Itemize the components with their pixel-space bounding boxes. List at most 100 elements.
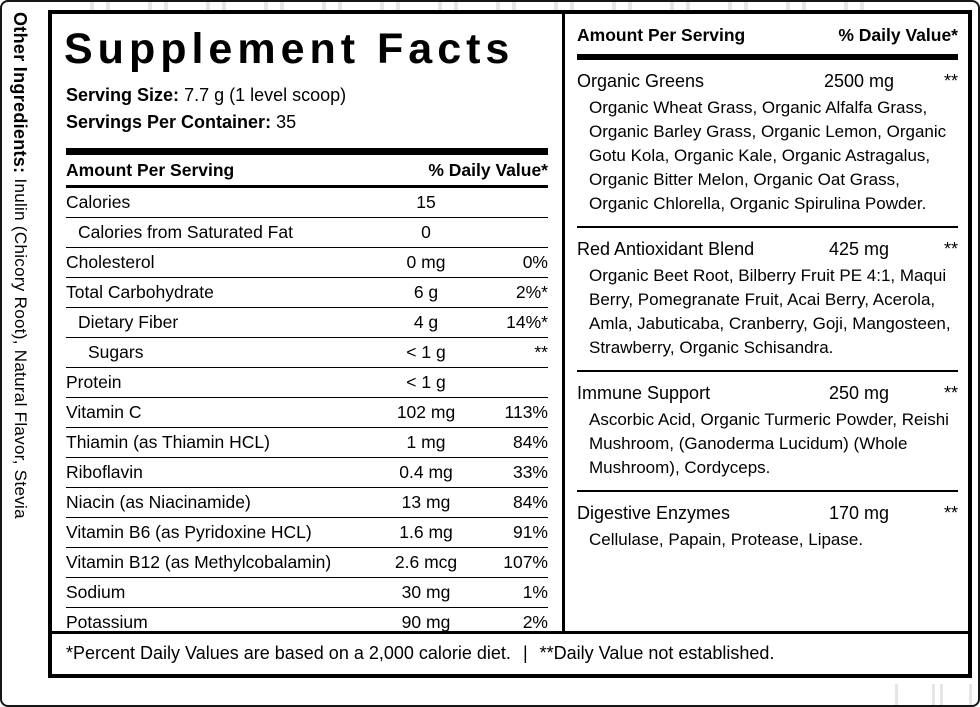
serving-size-label: Serving Size: (66, 85, 180, 105)
blend-dv: ** (943, 503, 958, 523)
thick-divider (66, 148, 548, 155)
nutrient-name: Dietary Fiber (78, 312, 179, 332)
nutrient-name: Vitamin B12 (as Methylcobalamin) (66, 552, 332, 572)
nutrient-name: Sugars (88, 342, 144, 362)
table-row: Calories from Saturated Fat 0 (66, 218, 548, 248)
blend-red-antioxidant: Red Antioxidant Blend 425 mg ** Organic … (577, 228, 958, 370)
nutrient-dv: 0% (522, 252, 548, 272)
table-row: Niacin (as Niacinamide) 13 mg 84% (66, 488, 548, 518)
table-row: Total Carbohydrate 6 g 2%* (66, 278, 548, 308)
panel-columns: Supplement Facts Serving Size: 7.7 g (1 … (52, 14, 968, 632)
nutrient-name: Thiamin (as Thiamin HCL) (66, 432, 270, 452)
blend-dv: ** (943, 239, 958, 259)
blend-ingredients: Cellulase, Papain, Protease, Lipase. (589, 530, 864, 549)
blend-name: Digestive Enzymes (577, 503, 731, 523)
section-divider (577, 490, 958, 492)
nutrient-name: Riboflavin (66, 462, 143, 482)
servings-label: Servings Per Container: (66, 112, 272, 132)
blend-header: Digestive Enzymes 170 mg ** (577, 500, 958, 526)
blend-ingredients: Ascorbic Acid, Organic Turmeric Powder, … (589, 410, 949, 477)
table-row: Riboflavin 0.4 mg 33% (66, 458, 548, 488)
table-row: Calories 15 (66, 188, 548, 218)
supplement-facts-panel: Supplement Facts Serving Size: 7.7 g (1 … (48, 10, 972, 678)
serving-size: Serving Size: 7.7 g (1 level scoop) (66, 82, 548, 109)
nutrient-amount: 1 mg (406, 432, 446, 452)
nutrient-name: Sodium (66, 582, 126, 602)
nutrient-amount: 6 g (413, 282, 439, 302)
table-row: Vitamin C 102 mg 113% (66, 398, 548, 428)
servings-per-container: Servings Per Container: 35 (66, 109, 548, 136)
blend-ingredients: Organic Wheat Grass, Organic Alfalfa Gra… (589, 98, 947, 213)
column-daily-value: % Daily Value* (838, 25, 958, 45)
nutrient-dv: ** (534, 342, 548, 362)
blend-ingredients: Organic Beet Root, Bilberry Fruit PE 4:1… (589, 266, 951, 357)
table-row: Protein < 1 g (66, 368, 548, 398)
blend-name: Organic Greens (577, 71, 705, 91)
table-row: Vitamin B12 (as Methylcobalamin) 2.6 mcg… (66, 548, 548, 578)
section-divider (577, 226, 958, 228)
section-divider (577, 370, 958, 372)
other-ingredients-value: Inulin (Chicory Root), Natural Flavor, S… (11, 178, 30, 519)
blend-amount: 2500 mg (823, 71, 895, 91)
nutrient-dv: 107% (503, 552, 548, 572)
blend-dv: ** (943, 71, 958, 91)
nutrient-amount: 0 (421, 222, 431, 242)
table-row: Thiamin (as Thiamin HCL) 1 mg 84% (66, 428, 548, 458)
table-row: Vitamin B6 (as Pyridoxine HCL) 1.6 mg 91… (66, 518, 548, 548)
nutrient-name: Potassium (66, 612, 148, 632)
nutrient-name: Total Carbohydrate (66, 282, 214, 302)
left-column: Supplement Facts Serving Size: 7.7 g (1 … (52, 14, 562, 632)
blend-name: Red Antioxidant Blend (577, 239, 755, 259)
nutrient-dv: 2%* (515, 282, 548, 302)
nutrient-dv: 14%* (506, 312, 548, 332)
column-amount-per-serving: Amount Per Serving (66, 160, 235, 180)
nutrient-dv: 91% (512, 522, 548, 542)
nutrient-amount: < 1 g (406, 342, 446, 362)
other-ingredients: Other Ingredients: Inulin (Chicory Root)… (9, 12, 30, 702)
nutrient-dv: 1% (522, 582, 548, 602)
footnote-separator: | (522, 643, 528, 663)
blend-amount: 170 mg (828, 503, 890, 523)
footnote: *Percent Daily Values are based on a 2,0… (52, 631, 968, 674)
nutrient-name: Cholesterol (66, 252, 155, 272)
blend-header: Red Antioxidant Blend 425 mg ** (577, 236, 958, 262)
table-row: Sodium 30 mg 1% (66, 578, 548, 608)
nutrient-dv: 84% (512, 492, 548, 512)
nutrient-name: Protein (66, 372, 122, 392)
nutrient-amount: 0.4 mg (399, 462, 453, 482)
nutrient-dv: 113% (504, 402, 548, 422)
blend-amount: 425 mg (828, 239, 890, 259)
blend-table-header: Amount Per Serving % Daily Value* (577, 18, 958, 54)
nutrient-amount: 102 mg (396, 402, 456, 422)
blend-header: Organic Greens 2500 mg ** (577, 68, 958, 94)
table-header: Amount Per Serving % Daily Value* (66, 155, 548, 188)
nutrient-name: Niacin (as Niacinamide) (66, 492, 251, 512)
blend-dv: ** (943, 383, 958, 403)
table-row: Sugars < 1 g ** (66, 338, 548, 368)
blend-amount: 250 mg (828, 383, 890, 403)
table-row: Cholesterol 0 mg 0% (66, 248, 548, 278)
nutrient-amount: 2.6 mcg (394, 552, 458, 572)
nutrient-name: Calories (66, 192, 131, 212)
footnote-daily-values: *Percent Daily Values are based on a 2,0… (66, 643, 511, 663)
serving-size-value: 7.7 g (1 level scoop) (184, 85, 347, 105)
nutrient-amount: 90 mg (401, 612, 451, 632)
blend-digestive-enzymes: Digestive Enzymes 170 mg ** Cellulase, P… (577, 492, 958, 562)
nutrient-name: Calories from Saturated Fat (78, 222, 293, 242)
column-daily-value: % Daily Value* (428, 160, 548, 180)
nutrient-amount: 1.6 mg (399, 522, 453, 542)
blend-immune-support: Immune Support 250 mg ** Ascorbic Acid, … (577, 372, 958, 490)
watermark-fragment (940, 684, 972, 705)
blend-header: Immune Support 250 mg ** (577, 380, 958, 406)
footnote-not-established: **Daily Value not established. (539, 643, 775, 663)
thick-divider (577, 54, 958, 60)
nutrient-amount: 13 mg (401, 492, 451, 512)
nutrient-amount: 4 g (413, 312, 439, 332)
nutrient-dv: 33% (512, 462, 548, 482)
panel-title: Supplement Facts (64, 25, 515, 73)
table-row: Dietary Fiber 4 g 14%* (66, 308, 548, 338)
table-row: Potassium 90 mg 2% (66, 608, 548, 637)
blend-organic-greens: Organic Greens 2500 mg ** Organic Wheat … (577, 60, 958, 226)
blend-name: Immune Support (577, 383, 711, 403)
